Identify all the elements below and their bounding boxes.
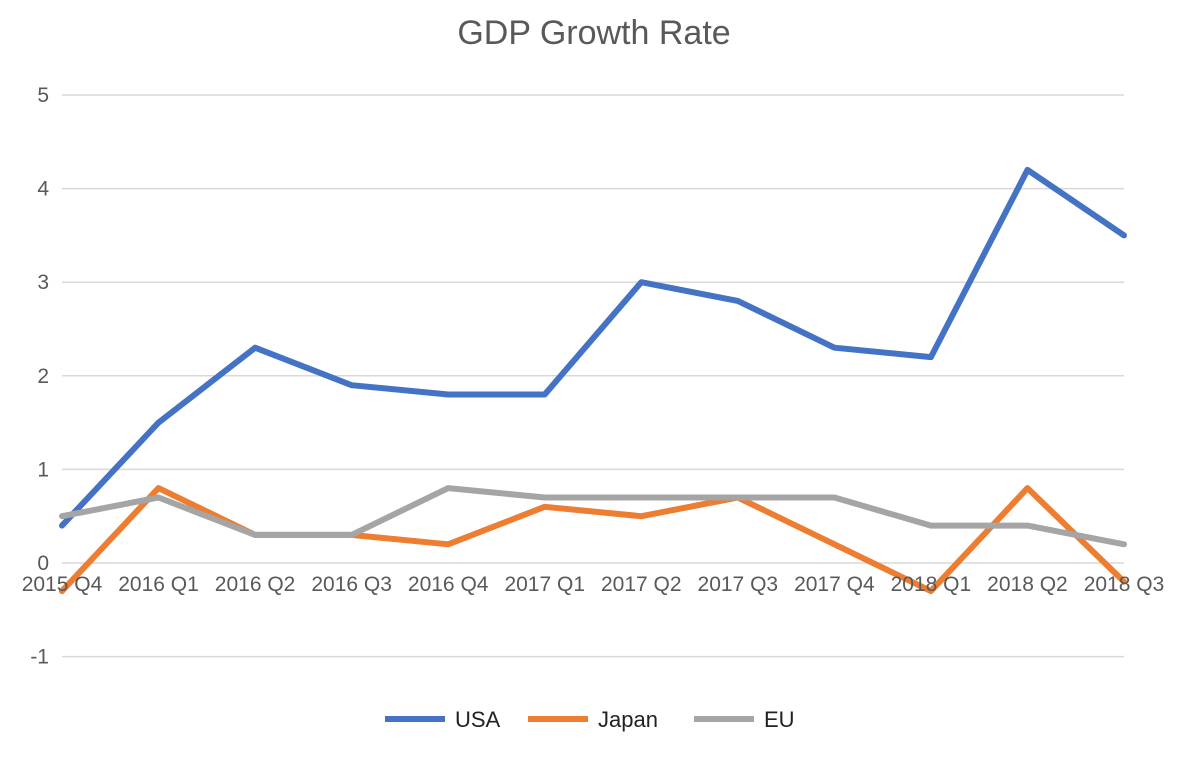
x-tick-label: 2016 Q1 xyxy=(118,573,199,596)
x-tick-label: 2016 Q4 xyxy=(408,573,489,596)
x-tick-label: 2018 Q1 xyxy=(891,573,972,596)
x-tick-label: 2016 Q2 xyxy=(215,573,296,596)
legend-label-eu: EU xyxy=(764,707,795,732)
y-tick-label: 2 xyxy=(37,365,49,388)
x-tick-label: 2017 Q4 xyxy=(794,573,875,596)
x-tick-label: 2017 Q3 xyxy=(698,573,779,596)
y-axis-tick-labels: 5 4 3 2 1 0 -1 xyxy=(30,84,49,669)
x-tick-label: 2015 Q4 xyxy=(22,573,103,596)
series-lines xyxy=(59,166,1127,595)
x-tick-label: 2017 Q2 xyxy=(601,573,682,596)
legend: USA Japan EU xyxy=(385,707,795,732)
gridlines xyxy=(62,94,1124,658)
series-line-eu xyxy=(59,485,1127,548)
chart-title: GDP Growth Rate xyxy=(457,14,730,52)
y-tick-label: 5 xyxy=(37,84,49,107)
y-tick-label: -1 xyxy=(30,646,49,669)
x-tick-label: 2017 Q1 xyxy=(504,573,585,596)
y-tick-label: 1 xyxy=(37,458,49,481)
x-tick-label: 2016 Q3 xyxy=(311,573,392,596)
x-axis-tick-labels: 2015 Q4 2016 Q1 2016 Q2 2016 Q3 2016 Q4 2017 … xyxy=(22,573,1165,596)
y-tick-label: 0 xyxy=(37,552,49,575)
series-line-usa xyxy=(59,166,1127,529)
y-tick-label: 4 xyxy=(37,178,49,201)
x-tick-label: 2018 Q2 xyxy=(987,573,1068,596)
legend-label-japan: Japan xyxy=(598,707,658,732)
y-tick-label: 3 xyxy=(37,271,49,294)
x-tick-label: 2018 Q3 xyxy=(1084,573,1165,596)
legend-label-usa: USA xyxy=(455,707,501,732)
